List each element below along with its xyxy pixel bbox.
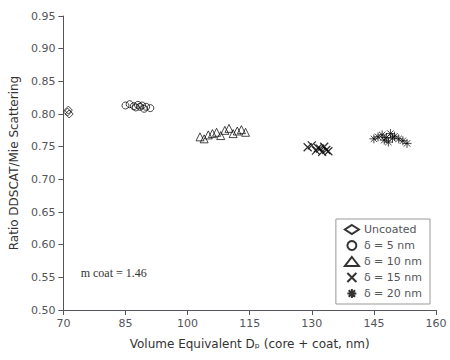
svg-text:130: 130	[301, 317, 322, 330]
svg-text:δ = 5 nm: δ = 5 nm	[364, 239, 415, 252]
svg-text:0.75: 0.75	[31, 140, 56, 153]
svg-text:0.70: 0.70	[31, 173, 56, 186]
svg-text:0.95: 0.95	[31, 10, 56, 23]
svg-text:100: 100	[177, 317, 198, 330]
svg-text:m coat = 1.46: m coat = 1.46	[81, 266, 147, 280]
svg-text:0.50: 0.50	[31, 304, 56, 317]
svg-text:δ = 15 nm: δ = 15 nm	[364, 271, 422, 284]
svg-text:160: 160	[426, 317, 447, 330]
svg-text:0.60: 0.60	[31, 238, 56, 251]
svg-text:Volume Equivalent Dₚ (core + c: Volume Equivalent Dₚ (core + coat, nm)	[130, 337, 370, 351]
svg-text:0.65: 0.65	[31, 206, 56, 219]
svg-text:115: 115	[239, 317, 260, 330]
svg-text:85: 85	[118, 317, 132, 330]
svg-text:0.55: 0.55	[31, 271, 56, 284]
svg-text:δ = 20 nm: δ = 20 nm	[364, 287, 422, 300]
svg-text:Uncoated: Uncoated	[364, 223, 417, 236]
svg-text:0.85: 0.85	[31, 75, 56, 88]
svg-text:0.80: 0.80	[31, 108, 56, 121]
svg-text:Ratio DDSCAT/Mie Scattering: Ratio DDSCAT/Mie Scattering	[7, 76, 21, 251]
svg-text:δ = 10 nm: δ = 10 nm	[364, 255, 422, 268]
svg-text:145: 145	[363, 317, 384, 330]
svg-text:70: 70	[56, 317, 70, 330]
svg-text:0.90: 0.90	[31, 42, 56, 55]
